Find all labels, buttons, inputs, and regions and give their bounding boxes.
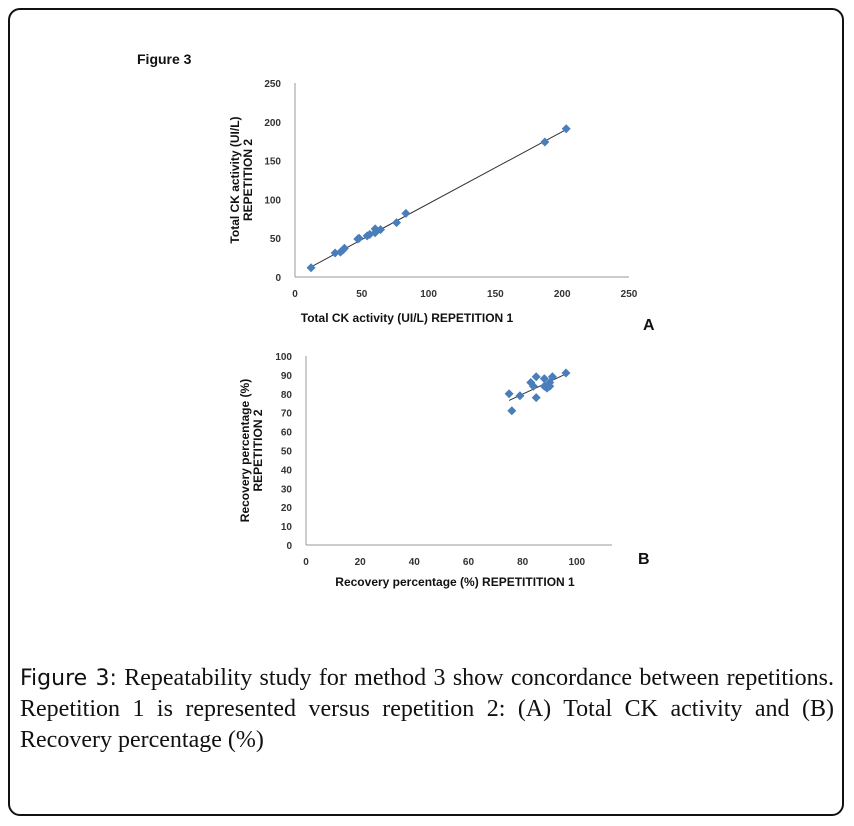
chart-panel-B: 0 20 40 60 80 100 0 10 20 30 40 50 60 70 80 90 100 Recove… <box>238 352 650 589</box>
figure-frame <box>8 8 844 816</box>
y-tick-label: 60 <box>281 428 293 439</box>
y-tick-label: 100 <box>264 195 281 206</box>
y-axis-label: REPETITION 2 <box>251 409 265 491</box>
figure-caption: Figure 3: Repeatability study for method… <box>20 663 834 756</box>
x-tick-label: 250 <box>621 289 638 300</box>
y-tick-label: 50 <box>270 234 282 245</box>
y-tick-label: 150 <box>264 157 281 168</box>
data-point <box>540 137 550 147</box>
x-tick-label: 150 <box>487 289 504 300</box>
data-point <box>515 391 525 401</box>
y-tick-label: 30 <box>281 484 293 495</box>
x-tick-label: 100 <box>568 557 585 568</box>
x-tick-label: 50 <box>356 289 368 300</box>
data-point <box>306 263 316 273</box>
x-tick-label: 0 <box>292 289 298 300</box>
figure-label: Figure 3 <box>137 51 192 67</box>
y-axis-label: Recovery percentage (%) <box>238 379 252 522</box>
y-tick-label: 50 <box>281 447 293 458</box>
y-tick-label: 70 <box>281 409 293 420</box>
data-point <box>392 218 402 228</box>
data-point <box>561 124 571 134</box>
y-tick-label: 0 <box>275 273 281 284</box>
x-axis-label: Total CK activity (UI/L) REPETITION 1 <box>301 311 514 325</box>
x-tick-label: 100 <box>420 289 437 300</box>
data-point <box>504 389 514 399</box>
x-tick-label: 60 <box>463 557 475 568</box>
data-point <box>547 372 557 382</box>
data-point <box>528 381 538 391</box>
y-tick-label: 80 <box>281 390 293 401</box>
data-point <box>531 372 541 382</box>
data-point <box>561 368 571 378</box>
y-tick-label: 0 <box>286 541 292 552</box>
data-point <box>330 248 340 258</box>
data-point <box>354 233 364 243</box>
panel-label: B <box>638 551 650 568</box>
x-tick-label: 200 <box>554 289 571 300</box>
y-tick-label: 40 <box>281 465 293 476</box>
y-tick-label: 250 <box>264 79 281 90</box>
caption-label: Figure 3: <box>20 666 117 691</box>
y-tick-label: 10 <box>281 522 293 533</box>
x-tick-label: 40 <box>409 557 421 568</box>
y-tick-label: 100 <box>275 352 292 363</box>
x-tick-label: 0 <box>303 557 309 568</box>
y-axis-label: REPETITION 2 <box>241 139 255 221</box>
data-point <box>339 243 349 253</box>
trendline <box>310 129 567 268</box>
y-axis-label: Total CK activity (UI/L) <box>228 116 242 243</box>
panel-label: A <box>643 317 655 334</box>
data-point <box>370 224 380 234</box>
chart-panel-A: 0 50 100 150 200 250 0 50 100 150 200 250 Total CK a… <box>228 79 655 334</box>
y-tick-label: 200 <box>264 118 281 129</box>
x-tick-label: 80 <box>517 557 529 568</box>
data-point <box>401 208 411 218</box>
y-tick-label: 20 <box>281 503 293 514</box>
data-point <box>531 393 541 403</box>
x-axis-label: Recovery percentage (%) REPETITITION 1 <box>335 575 575 589</box>
data-point <box>539 374 549 384</box>
data-point <box>507 406 517 416</box>
data-point <box>376 225 386 235</box>
y-tick-label: 90 <box>281 371 293 382</box>
caption-text: Repeatability study for method 3 show co… <box>20 665 834 753</box>
x-tick-label: 20 <box>355 557 367 568</box>
